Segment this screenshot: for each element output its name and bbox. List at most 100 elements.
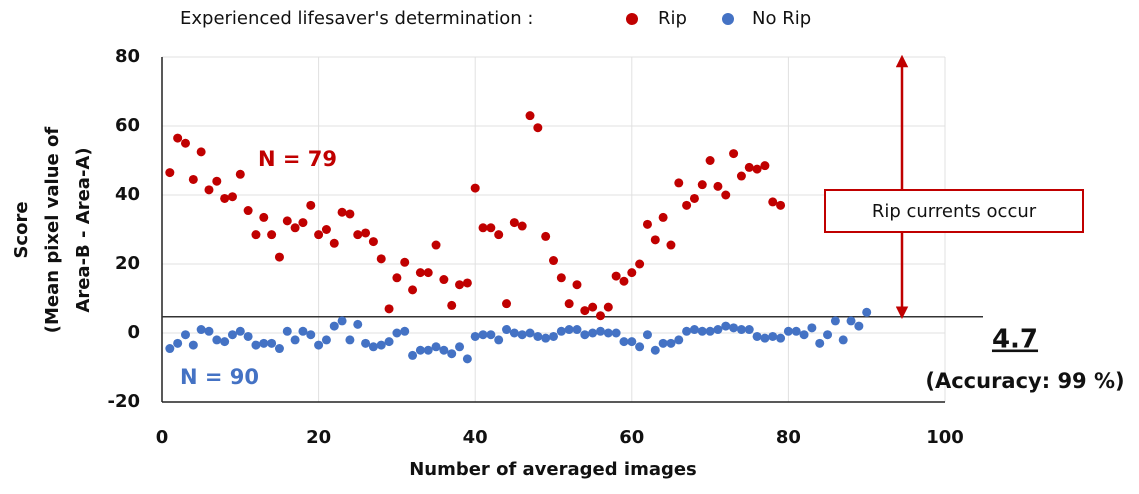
point [768, 197, 778, 207]
point [345, 335, 355, 345]
annotation-box-text: Rip currents occur [872, 201, 1037, 222]
point [470, 331, 480, 341]
legend-swatch [722, 13, 734, 25]
point [697, 180, 707, 190]
point [783, 326, 793, 336]
point [220, 193, 230, 203]
point [478, 223, 488, 233]
point [455, 280, 465, 290]
point [470, 183, 480, 193]
point [666, 338, 676, 348]
point [274, 344, 284, 354]
y-tick-label: 60 [115, 115, 140, 136]
point [502, 299, 512, 309]
point [611, 271, 621, 281]
point [736, 325, 746, 335]
y-tick-label: 40 [115, 184, 140, 205]
point [298, 326, 308, 336]
point [752, 164, 762, 174]
point [658, 212, 668, 222]
point [376, 340, 386, 350]
point [595, 311, 605, 321]
point [572, 280, 582, 290]
point [572, 325, 582, 335]
point [689, 193, 699, 203]
point [760, 161, 770, 171]
point [173, 133, 183, 143]
point [509, 218, 519, 228]
point [682, 326, 692, 336]
point [486, 223, 496, 233]
point [549, 331, 558, 341]
point [165, 344, 175, 354]
point [212, 176, 222, 186]
point [791, 326, 801, 336]
point [384, 337, 394, 347]
point [165, 168, 175, 178]
point [423, 268, 433, 278]
point [517, 330, 527, 340]
point [525, 328, 535, 338]
point [462, 354, 472, 364]
point [627, 268, 637, 278]
point [368, 342, 378, 352]
y-axis-label: Score [11, 201, 32, 258]
point [243, 331, 253, 341]
point [541, 231, 551, 241]
point [830, 316, 840, 326]
point [235, 169, 245, 179]
point [196, 147, 206, 157]
y-tick-label: 20 [115, 253, 140, 274]
x-tick-label: 0 [156, 427, 169, 448]
point [353, 230, 363, 240]
point [188, 174, 198, 184]
point [400, 326, 410, 336]
point [188, 340, 198, 350]
point [337, 316, 347, 326]
point [721, 190, 731, 200]
point [180, 330, 190, 340]
point [611, 328, 621, 338]
point [603, 302, 613, 312]
point [392, 273, 402, 283]
point [274, 252, 284, 262]
point [502, 325, 512, 335]
point [321, 225, 331, 234]
point [619, 276, 629, 286]
point [196, 325, 206, 335]
point [462, 278, 472, 288]
point [173, 338, 183, 348]
point [744, 162, 754, 172]
point [251, 230, 261, 240]
point [588, 302, 598, 312]
point [227, 330, 237, 340]
point [314, 340, 324, 350]
point [376, 254, 386, 264]
point [752, 331, 762, 341]
point [329, 321, 339, 331]
legend-label: No Rip [752, 8, 811, 29]
point [282, 326, 292, 336]
point [666, 240, 676, 250]
legend-title: Experienced lifesaver's determination : [180, 8, 533, 29]
point [533, 331, 543, 341]
point [259, 338, 269, 348]
point [658, 338, 668, 348]
norip-count: N = 90 [180, 365, 259, 389]
point [251, 340, 261, 350]
point [212, 335, 222, 345]
point [361, 228, 371, 238]
x-tick-label: 40 [463, 427, 488, 448]
point [353, 319, 363, 329]
point [204, 326, 214, 336]
point [854, 321, 864, 331]
point [494, 335, 504, 345]
threshold-label: 4.7 [992, 325, 1038, 355]
point [697, 326, 707, 336]
point [415, 345, 425, 355]
x-tick-label: 100 [926, 427, 964, 448]
x-tick-label: 60 [619, 427, 644, 448]
point [627, 337, 637, 347]
point [729, 323, 739, 333]
